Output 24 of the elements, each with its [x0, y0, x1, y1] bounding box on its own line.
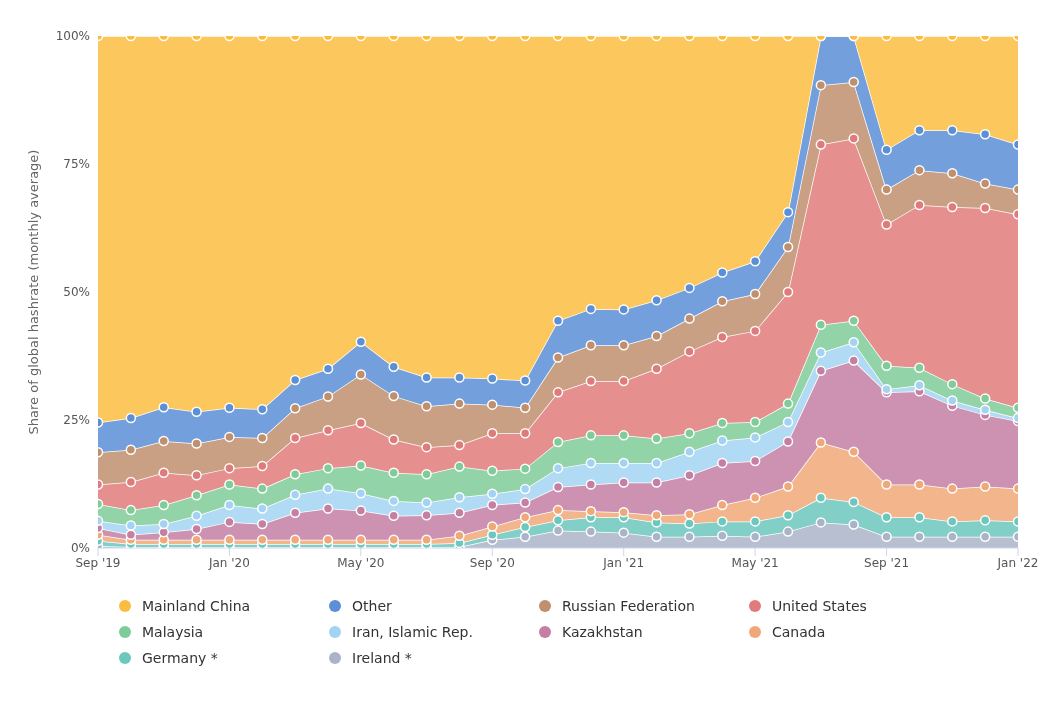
y-tick-label: 75%	[63, 157, 90, 172]
x-tick-label: Sep '20	[469, 555, 515, 570]
legend-label: Iran, Islamic Rep.	[352, 624, 473, 640]
legend-label: Ireland *	[352, 650, 412, 666]
y-tick-label: 50%	[63, 285, 90, 300]
legend-label: Canada	[772, 624, 826, 640]
x-tick-label: May '21	[731, 555, 779, 570]
x-tick-label: Sep '21	[864, 555, 910, 570]
legend-label: Germany *	[142, 650, 218, 666]
x-tick-label: Jan '21	[602, 555, 645, 570]
legend-label: United States	[772, 598, 867, 614]
legend-label: Other	[352, 598, 392, 614]
legend-label: Mainland China	[142, 598, 251, 614]
y-axis-title: Share of global hashrate (monthly average)	[25, 149, 41, 435]
legend-label: Malaysia	[142, 624, 204, 640]
legend-label: Russian Federation	[562, 598, 695, 614]
x-tick-label: Jan '20	[207, 555, 250, 570]
legend-label: Kazakhstan	[562, 624, 643, 640]
y-tick-label: 100%	[55, 29, 90, 44]
x-tick-label: Jan '22	[996, 555, 1039, 570]
x-tick-label: Sep '19	[75, 555, 121, 570]
y-tick-label: 25%	[63, 413, 90, 428]
y-tick-label: 0%	[70, 541, 90, 556]
x-tick-label: May '20	[337, 555, 385, 570]
